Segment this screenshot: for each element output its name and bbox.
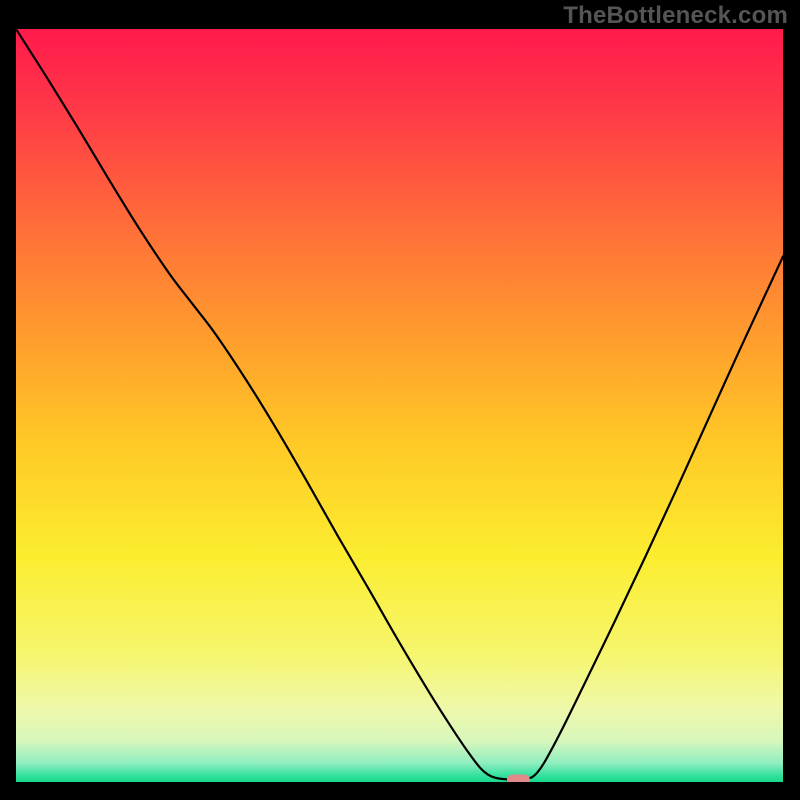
chart-frame: TheBottleneck.com bbox=[0, 0, 800, 800]
gradient-background bbox=[16, 29, 783, 782]
optimal-marker bbox=[507, 774, 530, 782]
watermark-text: TheBottleneck.com bbox=[563, 2, 788, 30]
plot-svg bbox=[16, 29, 783, 782]
plot-area bbox=[16, 29, 783, 782]
